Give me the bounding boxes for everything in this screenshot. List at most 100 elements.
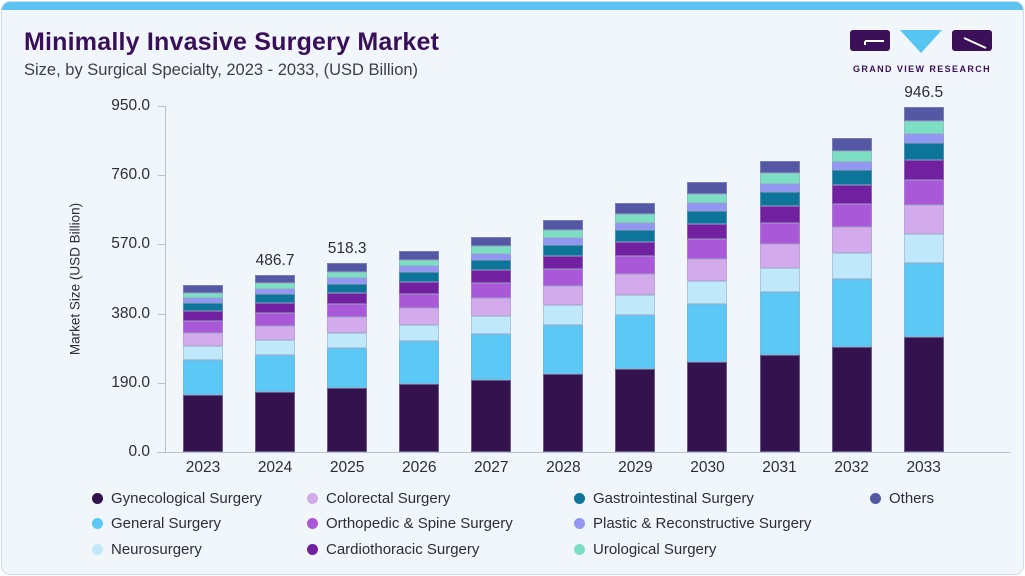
y-tick-mark	[158, 382, 165, 384]
gvr-logo-text: GRAND VIEW RESEARCH	[852, 64, 992, 74]
x-axis-label-2029: 2029	[618, 459, 653, 476]
y-axis-line	[165, 106, 166, 452]
bar-segment-colorectal-surgery	[903, 204, 944, 234]
bar-segment-colorectal-surgery	[255, 325, 296, 340]
bar-segment-gastrointestinal-surgery	[471, 259, 512, 271]
legend-item-neurosurgery: Neurosurgery	[92, 540, 262, 558]
x-axis-label-2032: 2032	[834, 459, 869, 476]
bar-segment-urological-surgery	[687, 193, 728, 204]
legend-column-2: Colorectal Surgery Orthopedic & Spine Sur…	[307, 489, 513, 566]
legend-label: Orthopedic & Spine Surgery	[326, 515, 513, 532]
y-axis-title: Market Size (USD Billion)	[67, 202, 83, 356]
y-tick-label: 380.0	[111, 304, 150, 322]
bar-segment-urological-surgery	[903, 121, 944, 135]
bar-2028	[543, 220, 584, 452]
bar-segment-general-surgery	[471, 333, 512, 380]
bar-segment-neurosurgery	[183, 346, 223, 361]
bar-segment-urological-surgery	[471, 246, 512, 254]
bar-2030	[687, 182, 728, 452]
bar-segment-orthopedic-spine-surgery	[471, 282, 512, 299]
bar-segment-urological-surgery	[255, 282, 296, 289]
y-tick-label: 0.0	[128, 443, 150, 460]
y-tick-mark	[158, 106, 165, 107]
bar-segment-neurosurgery	[615, 294, 656, 316]
bar-segment-neurosurgery	[759, 267, 800, 293]
legend-dot	[92, 492, 103, 504]
bar-segment-neurosurgery	[471, 315, 512, 334]
x-axis-label-2031: 2031	[762, 459, 797, 476]
bar-segment-colorectal-surgery	[183, 332, 223, 347]
bar-segment-general-surgery	[543, 324, 584, 375]
bar-segment-plastic-reconstructive-surgery	[543, 238, 584, 245]
bar-segment-orthopedic-spine-surgery	[255, 312, 296, 326]
bar-value-label: 518.3	[327, 240, 367, 258]
bar-segment-plastic-reconstructive-surgery	[327, 278, 368, 284]
bar-segment-gynecological-surgery	[687, 361, 728, 452]
bar-segment-gastrointestinal-surgery	[615, 229, 656, 242]
bar-segment-general-surgery	[399, 341, 440, 385]
bar-segment-neurosurgery	[255, 339, 296, 355]
bar-segment-general-surgery	[903, 262, 944, 338]
page-subtitle: Size, by Surgical Specialty, 2023 - 2033…	[24, 61, 419, 79]
bar-2033	[903, 107, 944, 452]
bar-segment-others	[327, 263, 368, 272]
bar-segment-gynecological-surgery	[615, 368, 656, 452]
bar-value-label: 486.7	[255, 251, 295, 269]
bar-segment-gastrointestinal-surgery	[327, 283, 368, 293]
bar-segment-plastic-reconstructive-surgery	[255, 288, 296, 294]
bar-segment-gastrointestinal-surgery	[255, 293, 296, 303]
y-tick-label: 190.0	[111, 373, 150, 391]
legend-column-1: Gynecological Surgery General Surgery Neur…	[92, 489, 262, 566]
bar-segment-cardiothoracic-surgery	[399, 281, 440, 294]
legend-dot	[307, 518, 318, 529]
bar-2031	[759, 161, 800, 452]
top-accent-bar	[2, 2, 1023, 10]
bar-segment-gynecological-surgery	[831, 347, 872, 452]
legend-item-others: Others	[870, 489, 934, 507]
bar-segment-cardiothoracic-surgery	[327, 292, 368, 304]
bar-segment-orthopedic-spine-surgery	[543, 269, 584, 287]
bar-segment-others	[615, 203, 656, 215]
legend-item-general-surgery: General Surgery	[92, 515, 262, 533]
y-tick-label: 570.0	[111, 235, 150, 253]
bar-segment-orthopedic-spine-surgery	[615, 256, 656, 275]
bar-segment-general-surgery	[759, 292, 800, 355]
legend-item-urological-surgery: Urological Surgery	[574, 540, 811, 558]
bar-segment-cardiothoracic-surgery	[255, 302, 296, 313]
bar-segment-others	[759, 161, 800, 174]
bar-segment-neurosurgery	[903, 233, 944, 263]
bar-2027	[471, 236, 512, 452]
bar-segment-general-surgery	[831, 279, 872, 348]
bar-segment-urological-surgery	[831, 150, 872, 163]
bar-2023	[183, 284, 223, 452]
bar-segment-colorectal-surgery	[327, 317, 368, 333]
legend-item-gastrointestinal-surgery: Gastrointestinal Surgery	[574, 489, 811, 507]
bar-segment-others	[687, 182, 728, 194]
bar-segment-plastic-reconstructive-surgery	[399, 266, 440, 273]
y-tick-mark	[158, 313, 165, 315]
y-tick-label: 760.0	[111, 166, 150, 184]
bar-segment-cardiothoracic-surgery	[471, 270, 512, 283]
legend-column-3: Gastrointestinal Surgery Plastic & Recons…	[574, 489, 811, 566]
bar-segment-gastrointestinal-surgery	[687, 210, 728, 224]
x-axis-label-2033: 2033	[906, 459, 941, 476]
legend-label: Others	[889, 489, 935, 507]
bar-segment-urological-surgery	[327, 271, 368, 279]
bar-segment-gastrointestinal-surgery	[543, 244, 584, 256]
legend-dot	[574, 543, 585, 555]
bar-segment-gastrointestinal-surgery	[183, 303, 223, 312]
bar-segment-gynecological-surgery	[543, 374, 584, 452]
legend-item-cardiothoracic-surgery: Cardiothoracic Surgery	[307, 540, 513, 558]
bar-segment-plastic-reconstructive-surgery	[759, 183, 800, 192]
legend-label: Urological Surgery	[593, 540, 717, 558]
bar-segment-colorectal-surgery	[687, 258, 728, 282]
y-tick-label: 950.0	[111, 97, 150, 114]
bar-segment-others	[471, 236, 512, 247]
bar-segment-orthopedic-spine-surgery	[183, 320, 223, 333]
legend-item-gynecological-surgery: Gynecological Surgery	[92, 489, 262, 507]
x-axis-label-2025: 2025	[329, 459, 365, 476]
bar-segment-cardiothoracic-surgery	[903, 159, 944, 180]
bar-segment-colorectal-surgery	[543, 286, 584, 306]
